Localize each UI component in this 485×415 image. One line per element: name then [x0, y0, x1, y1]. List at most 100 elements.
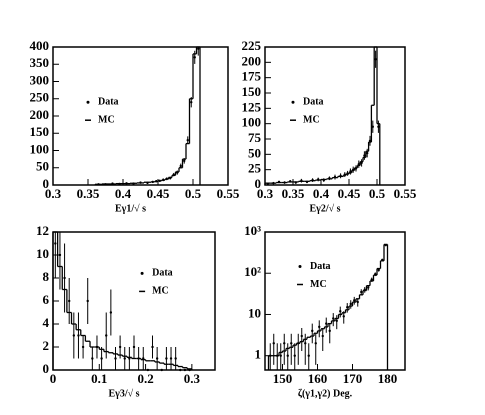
- x-tick-label: 0.35: [282, 186, 305, 201]
- x-tick-label: 0.4: [313, 186, 330, 201]
- data-point: [68, 299, 71, 303]
- data-point: [360, 290, 363, 294]
- data-point: [155, 357, 159, 360]
- data-point: [300, 334, 303, 338]
- data-point: [366, 151, 369, 155]
- data-point: [325, 322, 328, 325]
- data-point: [63, 276, 66, 280]
- y-tick-label: 100: [242, 115, 262, 130]
- x-tick-label: 0.35: [77, 186, 100, 201]
- data-point: [374, 58, 377, 61]
- y-tick-label: 25: [248, 161, 262, 176]
- x-tick-label: 180: [378, 371, 398, 386]
- legend-swatch: [86, 100, 90, 104]
- x-tick-label: 0.1: [91, 371, 107, 386]
- y-tick-label: 200: [30, 107, 50, 122]
- x-tick-label: 0: [50, 371, 57, 386]
- y-tick-label: 150: [242, 84, 262, 99]
- plot-frame: [264, 231, 406, 371]
- data-point: [72, 334, 76, 337]
- data-point: [86, 299, 89, 303]
- y-tick-label: 10³: [244, 223, 261, 238]
- y-tick-label: 100: [30, 141, 50, 156]
- data-point: [114, 357, 117, 360]
- data-point: [165, 357, 168, 360]
- data-point: [190, 101, 193, 104]
- y-tick-label: 225: [242, 38, 262, 53]
- legend-swatch: [140, 271, 144, 275]
- data-point: [100, 357, 103, 360]
- y-tick-label: 200: [242, 53, 262, 68]
- data-point: [339, 310, 342, 313]
- data-point: [377, 125, 380, 128]
- data-point: [346, 306, 349, 309]
- legend-label: MC: [152, 286, 169, 297]
- data-point: [132, 345, 136, 349]
- data-point: [367, 286, 370, 289]
- x-tick-label: 0.3: [257, 186, 274, 201]
- data-point: [151, 345, 154, 349]
- x-tick-label: 0.3: [45, 186, 62, 201]
- y-tick-label: 0: [43, 361, 50, 376]
- data-point: [174, 357, 177, 360]
- legend-label: MC: [98, 114, 115, 125]
- y-tick-label: 1: [255, 347, 262, 362]
- data-point: [169, 357, 173, 360]
- x-tick-label: 0.45: [147, 186, 170, 201]
- data-point: [286, 354, 289, 357]
- data-point: [279, 354, 282, 357]
- data-point: [160, 368, 163, 372]
- data-point: [58, 253, 62, 257]
- plot-frame: [52, 46, 229, 186]
- y-tick-label: 75: [248, 130, 262, 145]
- data-point: [293, 354, 296, 357]
- data-point: [307, 354, 310, 357]
- x-axis-label: Eγ1/√ s: [115, 203, 146, 214]
- y-tick-label: 0: [255, 176, 262, 191]
- data-point: [183, 368, 187, 372]
- legend-label: MC: [310, 279, 327, 290]
- data-point: [183, 159, 186, 163]
- data-point: [342, 315, 345, 318]
- data-point: [283, 342, 286, 345]
- data-point: [186, 138, 189, 142]
- y-tick-label: 10: [36, 246, 49, 261]
- legend-label: MC: [303, 114, 320, 125]
- y-tick-label: 125: [242, 99, 262, 114]
- data-point: [371, 125, 374, 128]
- y-tick-label: 6: [43, 292, 50, 307]
- data-point: [332, 317, 335, 320]
- data-point: [290, 342, 293, 345]
- data-point: [377, 268, 380, 272]
- y-tick-label: 12: [36, 223, 49, 238]
- data-point: [81, 345, 85, 349]
- data-point: [318, 325, 321, 329]
- y-tick-label: 10²: [244, 264, 261, 279]
- data-point: [272, 342, 275, 345]
- data-point: [91, 357, 94, 360]
- data-point: [54, 242, 57, 245]
- y-tick-label: 2: [43, 338, 50, 353]
- data-point: [328, 329, 331, 333]
- data-point: [353, 299, 356, 302]
- data-point: [370, 278, 373, 281]
- data-point: [193, 56, 196, 59]
- legend-swatch: [298, 265, 302, 268]
- x-axis-label: Eγ2/√ s: [309, 203, 340, 214]
- x-tick-label: 170: [343, 371, 363, 386]
- x-tick-label: 0.45: [338, 186, 361, 201]
- data-point: [118, 345, 122, 349]
- x-tick-label: 0.4: [115, 186, 132, 201]
- x-tick-label: 0.55: [217, 186, 240, 201]
- x-tick-label: 0.3: [184, 371, 201, 386]
- legend-label: Data: [303, 96, 324, 107]
- data-point: [349, 302, 352, 306]
- y-tick-label: 0: [43, 176, 50, 191]
- data-point: [363, 154, 366, 157]
- data-point: [356, 300, 359, 304]
- y-tick-label: 175: [242, 69, 262, 84]
- x-tick-label: 0.5: [369, 186, 386, 201]
- data-point: [304, 342, 307, 345]
- data-point: [321, 334, 324, 338]
